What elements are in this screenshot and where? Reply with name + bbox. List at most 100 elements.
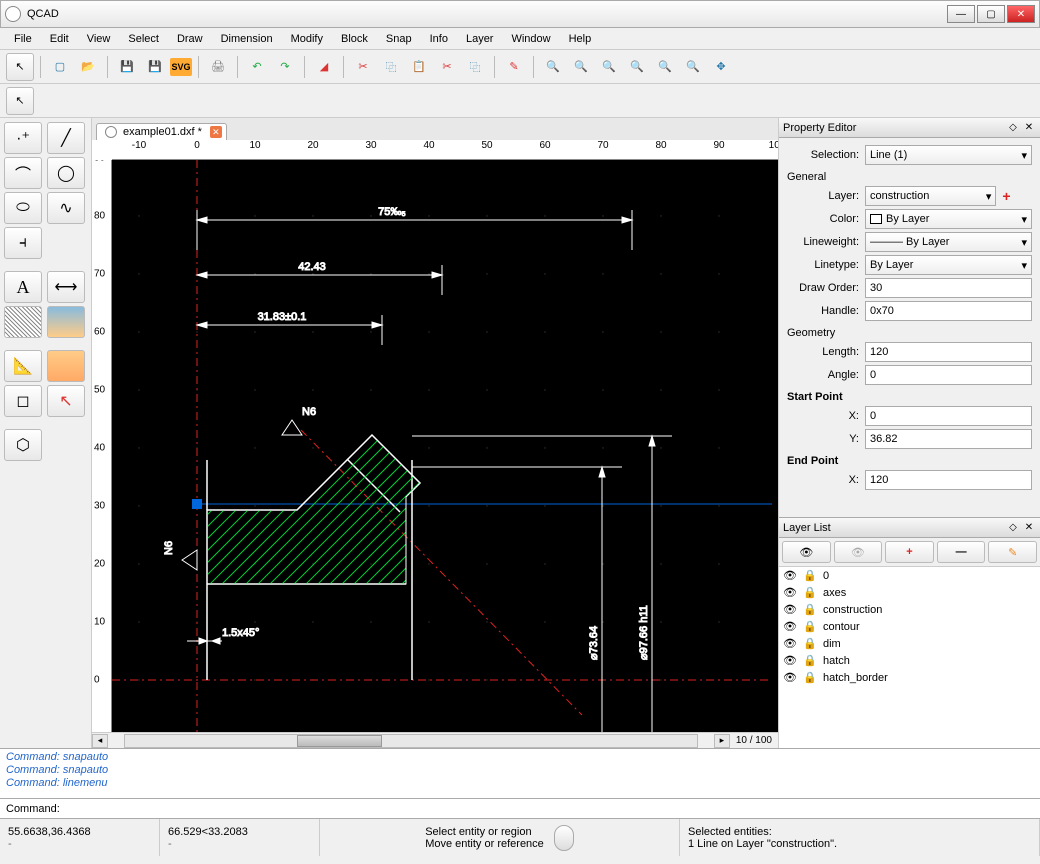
eye-icon[interactable]: 👁 <box>783 603 799 616</box>
image-icon[interactable] <box>47 306 85 338</box>
layer-item-contour[interactable]: 👁🔒contour <box>779 618 1040 635</box>
menu-dimension[interactable]: Dimension <box>213 31 281 47</box>
zoom-auto-icon[interactable]: 🔍 <box>596 54 622 80</box>
menu-layer[interactable]: Layer <box>458 31 502 47</box>
dimension-icon[interactable]: ⟷ <box>47 271 85 303</box>
undock-icon[interactable]: ◇ <box>1006 121 1020 135</box>
erase-icon[interactable]: ◢ <box>311 54 337 80</box>
handle-input[interactable] <box>865 301 1032 321</box>
menu-view[interactable]: View <box>79 31 119 47</box>
cut-ref-icon[interactable]: ✂ <box>434 54 460 80</box>
print-icon[interactable]: 🖨 <box>205 54 231 80</box>
undo-icon[interactable]: ↶ <box>244 54 270 80</box>
add-layer-button[interactable]: + <box>885 541 934 563</box>
linetype-select[interactable]: By Layer <box>865 255 1032 275</box>
lock-icon[interactable]: 🔒 <box>803 603 819 616</box>
menu-edit[interactable]: Edit <box>42 31 77 47</box>
lock-icon[interactable]: 🔒 <box>803 637 819 650</box>
point-icon[interactable]: ·⁺ <box>4 122 42 154</box>
zoom-in-icon[interactable]: 🔍 <box>540 54 566 80</box>
scroll-left-icon[interactable]: ◂ <box>92 734 108 748</box>
scroll-right-icon[interactable]: ▸ <box>714 734 730 748</box>
canvas[interactable]: 75‰₅ 42.43 31.83±0.1 N6 <box>112 160 778 732</box>
menu-modify[interactable]: Modify <box>283 31 331 47</box>
draworder-input[interactable] <box>865 278 1032 298</box>
layer-undock-icon[interactable]: ◇ <box>1006 521 1020 535</box>
add-layer-icon[interactable]: + <box>1002 188 1010 204</box>
pointer2-icon[interactable]: ↖ <box>6 87 34 115</box>
show-all-icon[interactable]: 👁 <box>782 541 831 563</box>
length-input[interactable] <box>865 342 1032 362</box>
hide-all-icon[interactable]: 👁 <box>834 541 883 563</box>
menu-info[interactable]: Info <box>422 31 456 47</box>
save-icon[interactable]: 💾 <box>114 54 140 80</box>
sx-input[interactable] <box>865 406 1032 426</box>
lock-icon[interactable]: 🔒 <box>803 654 819 667</box>
layer-item-dim[interactable]: 👁🔒dim <box>779 635 1040 652</box>
eye-icon[interactable]: 👁 <box>783 620 799 633</box>
lineweight-select[interactable]: ——— By Layer <box>865 232 1032 252</box>
pencil-icon[interactable]: ✎ <box>501 54 527 80</box>
menu-draw[interactable]: Draw <box>169 31 211 47</box>
menu-window[interactable]: Window <box>503 31 558 47</box>
eye-icon[interactable]: 👁 <box>783 569 799 582</box>
new-icon[interactable]: ▢ <box>47 54 73 80</box>
minimize-button[interactable]: — <box>947 5 975 23</box>
maximize-button[interactable]: ▢ <box>977 5 1005 23</box>
selection-select[interactable]: Line (1) <box>865 145 1032 165</box>
sy-input[interactable] <box>865 429 1032 449</box>
scroll-thumb[interactable] <box>297 735 383 747</box>
measure-icon[interactable]: 📐 <box>4 350 42 382</box>
horizontal-scrollbar[interactable]: ◂ ▸ 10 / 100 <box>92 732 778 748</box>
menu-block[interactable]: Block <box>333 31 376 47</box>
layer-item-0[interactable]: 👁🔒0 <box>779 567 1040 584</box>
spline-icon[interactable]: ∿ <box>47 192 85 224</box>
zoom-window-icon[interactable]: 🔍 <box>680 54 706 80</box>
redo-icon[interactable]: ↷ <box>272 54 298 80</box>
open-icon[interactable]: 📂 <box>75 54 101 80</box>
layer-select[interactable]: construction <box>865 186 996 206</box>
layer-item-hatch_border[interactable]: 👁🔒hatch_border <box>779 669 1040 686</box>
close-button[interactable]: ✕ <box>1007 5 1035 23</box>
polyline-icon[interactable]: ⫞ <box>4 227 42 259</box>
edit-layer-button[interactable]: ✎ <box>988 541 1037 563</box>
copy-icon[interactable]: ⿻ <box>378 54 404 80</box>
copy-ref-icon[interactable]: ⿻ <box>462 54 488 80</box>
lock-icon[interactable]: 🔒 <box>803 569 819 582</box>
menu-select[interactable]: Select <box>120 31 167 47</box>
angle-input[interactable] <box>865 365 1032 385</box>
circle-icon[interactable]: ◯ <box>47 157 85 189</box>
menu-file[interactable]: File <box>6 31 40 47</box>
select-tool-icon[interactable]: ↖ <box>47 385 85 417</box>
zoom-sel-icon[interactable]: 🔍 <box>624 54 650 80</box>
layer-item-hatch[interactable]: 👁🔒hatch <box>779 652 1040 669</box>
menu-help[interactable]: Help <box>561 31 600 47</box>
tab-close-icon[interactable]: ✕ <box>210 126 222 138</box>
eye-icon[interactable]: 👁 <box>783 637 799 650</box>
layer-close-icon[interactable]: ✕ <box>1022 521 1036 535</box>
lock-icon[interactable]: 🔒 <box>803 620 819 633</box>
pan-icon[interactable]: ✥ <box>708 54 734 80</box>
hatch-icon[interactable] <box>4 306 42 338</box>
lock-icon[interactable]: 🔒 <box>803 671 819 684</box>
panel-close-icon[interactable]: ✕ <box>1022 121 1036 135</box>
eye-icon[interactable]: 👁 <box>783 586 799 599</box>
eye-icon[interactable]: 👁 <box>783 654 799 667</box>
eye-icon[interactable]: 👁 <box>783 671 799 684</box>
command-input[interactable] <box>66 803 1034 815</box>
ex-input[interactable] <box>865 470 1032 490</box>
menu-snap[interactable]: Snap <box>378 31 420 47</box>
save-as-icon[interactable]: 💾 <box>142 54 168 80</box>
line-icon[interactable]: ╱ <box>47 122 85 154</box>
zoom-out-icon[interactable]: 🔍 <box>568 54 594 80</box>
remove-layer-button[interactable]: — <box>937 541 986 563</box>
tab-example01[interactable]: example01.dxf * ✕ <box>96 123 227 140</box>
layer-item-axes[interactable]: 👁🔒axes <box>779 584 1040 601</box>
zoom-prev-icon[interactable]: 🔍 <box>652 54 678 80</box>
ellipse-icon[interactable]: ⬭ <box>4 192 42 224</box>
iso-icon[interactable]: ⬡ <box>4 429 42 461</box>
color-select[interactable]: By Layer <box>865 209 1032 229</box>
lock-icon[interactable]: 🔒 <box>803 586 819 599</box>
text-icon[interactable]: A <box>4 271 42 303</box>
block-icon[interactable]: ◻ <box>4 385 42 417</box>
